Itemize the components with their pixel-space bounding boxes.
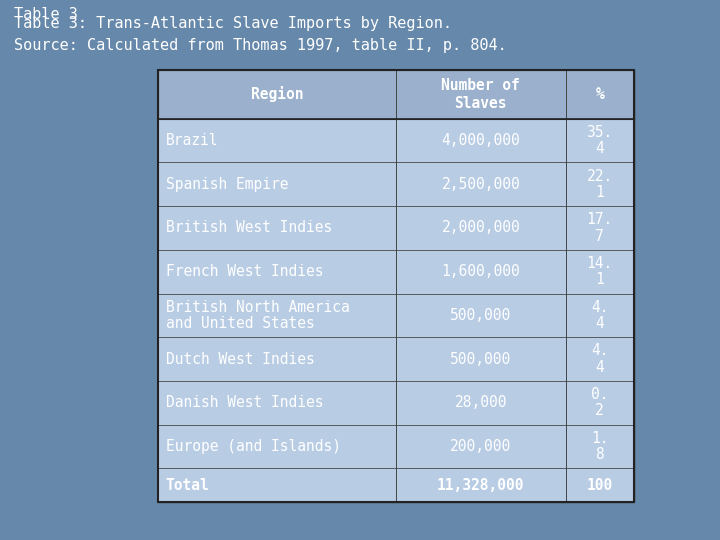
Text: 2,500,000: 2,500,000 [441,177,521,192]
Text: 11,328,000: 11,328,000 [437,478,525,492]
Text: Danish West Indies: Danish West Indies [166,395,323,410]
Text: 17.
7: 17. 7 [587,212,613,244]
Text: British West Indies: British West Indies [166,220,332,235]
Text: 1.
8: 1. 8 [591,431,608,462]
Text: 28,000: 28,000 [454,395,507,410]
Text: Table 3: Table 3 [14,7,78,22]
Text: Source: Calculated from Thomas 1997, table II, p. 804.: Source: Calculated from Thomas 1997, tab… [14,38,507,53]
Text: French West Indies: French West Indies [166,264,323,279]
Text: 4.
4: 4. 4 [591,343,608,375]
Text: Number of
Slaves: Number of Slaves [441,78,521,111]
Text: 200,000: 200,000 [450,439,511,454]
Text: 500,000: 500,000 [450,308,511,323]
Text: 14.
1: 14. 1 [587,256,613,287]
Text: 4.
4: 4. 4 [591,300,608,331]
Text: 2,000,000: 2,000,000 [441,220,521,235]
Text: 0.
2: 0. 2 [591,387,608,419]
Text: 35.
4: 35. 4 [587,125,613,156]
Text: 100: 100 [587,478,613,492]
Text: Europe (and Islands): Europe (and Islands) [166,439,341,454]
Text: 22.
1: 22. 1 [587,168,613,200]
Text: 4,000,000: 4,000,000 [441,133,521,148]
Text: Dutch West Indies: Dutch West Indies [166,352,315,367]
Text: Brazil: Brazil [166,133,218,148]
Text: Total: Total [166,478,210,492]
Text: Table 3: Trans-Atlantic Slave Imports by Region.: Table 3: Trans-Atlantic Slave Imports by… [14,16,452,31]
Text: British North America
and United States: British North America and United States [166,300,349,331]
Text: 500,000: 500,000 [450,352,511,367]
Text: %: % [595,87,604,102]
Text: 1,600,000: 1,600,000 [441,264,521,279]
Text: Region: Region [251,86,303,103]
Text: Spanish Empire: Spanish Empire [166,177,288,192]
